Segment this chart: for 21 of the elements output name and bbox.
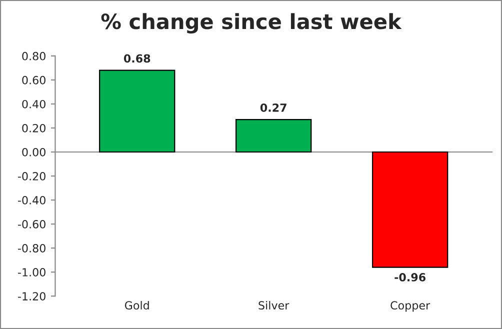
y-tick-label: 0.20 [22, 124, 46, 132]
y-tick-label: 0.00 [22, 148, 46, 156]
data-label: 0.27 [260, 103, 286, 112]
y-tick-label: -1.20 [18, 292, 46, 300]
bar [236, 119, 312, 153]
y-tick-label: -0.20 [18, 172, 46, 180]
bar [372, 151, 448, 268]
data-label: -0.96 [394, 273, 426, 282]
x-tick-label: Silver [258, 300, 290, 310]
bar [99, 70, 176, 153]
data-label: 0.68 [124, 54, 150, 63]
y-tick-label: -0.60 [18, 220, 46, 228]
y-tick-label: -0.80 [18, 244, 46, 252]
chart-title: % change since last week [101, 13, 402, 34]
y-tick-label: 0.40 [22, 100, 46, 108]
x-tick-label: Gold [124, 300, 149, 310]
y-tick-label: -0.40 [18, 196, 46, 204]
y-tick-label: 0.80 [22, 52, 46, 60]
x-tick-label: Copper [390, 301, 430, 312]
y-tick-label: 0.60 [22, 76, 46, 84]
y-tick-label: -1.00 [18, 268, 46, 276]
